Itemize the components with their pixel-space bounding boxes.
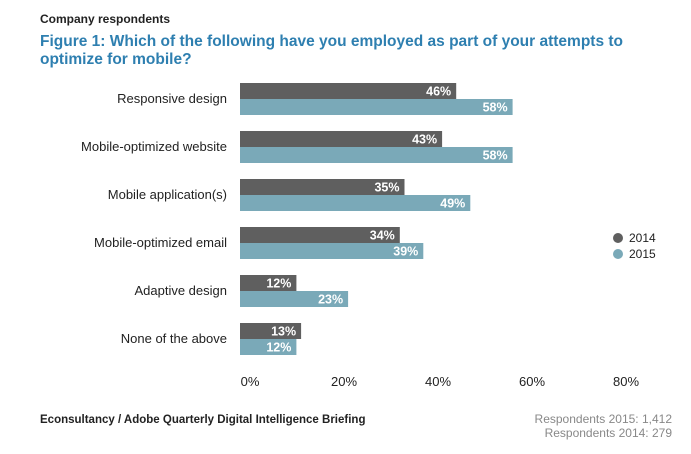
- x-tick-label: 40%: [425, 374, 451, 389]
- respondents-2015: Respondents 2015: 1,412: [534, 412, 672, 426]
- category-label: Adaptive design: [134, 283, 227, 298]
- data-label: 12%: [266, 277, 291, 291]
- legend-marker-2015: [613, 249, 623, 259]
- data-label: 13%: [271, 325, 296, 339]
- data-label: 39%: [393, 245, 418, 259]
- bar-2015: [240, 147, 513, 163]
- respondents-note: Respondents 2015: 1,412 Respondents 2014…: [535, 412, 672, 440]
- legend-marker-2014: [613, 233, 623, 243]
- category-label: Mobile-optimized website: [81, 139, 227, 154]
- x-tick-label: 60%: [519, 374, 545, 389]
- data-label: 12%: [266, 341, 291, 355]
- x-tick-label: 20%: [331, 374, 357, 389]
- data-label: 58%: [483, 101, 508, 115]
- bar-2014: [240, 275, 297, 291]
- legend-label: 2014: [629, 231, 656, 245]
- bar-2015: [240, 291, 349, 307]
- bar-2014: [240, 83, 457, 99]
- data-label: 35%: [374, 181, 399, 195]
- category-label: Mobile-optimized email: [94, 235, 227, 250]
- legend-label: 2015: [629, 247, 656, 261]
- data-label: 49%: [440, 197, 465, 211]
- data-label: 43%: [412, 133, 437, 147]
- category-label: None of the above: [121, 331, 227, 346]
- bar-2014: [240, 131, 443, 147]
- category-label: Responsive design: [117, 91, 227, 106]
- bar-2015: [240, 99, 513, 115]
- bar-2014: [240, 179, 405, 195]
- bar-2014: [240, 227, 400, 243]
- bar-2014: [240, 323, 302, 339]
- bar-2015: [240, 195, 471, 211]
- data-label: 23%: [318, 293, 343, 307]
- data-label: 58%: [483, 149, 508, 163]
- category-label: Mobile application(s): [108, 187, 227, 202]
- x-tick-label: 80%: [613, 374, 639, 389]
- chart-kicker: Company respondents: [40, 12, 171, 26]
- bar-2015: [240, 243, 424, 259]
- source-note: Econsultancy / Adobe Quarterly Digital I…: [40, 414, 366, 426]
- bar-2015: [240, 339, 297, 355]
- chart-title: Figure 1: Which of the following have yo…: [40, 33, 624, 68]
- x-tick-label: 0%: [241, 374, 260, 389]
- data-label: 34%: [370, 229, 395, 243]
- data-label: 46%: [426, 85, 451, 99]
- respondents-2014: Respondents 2014: 279: [544, 426, 672, 440]
